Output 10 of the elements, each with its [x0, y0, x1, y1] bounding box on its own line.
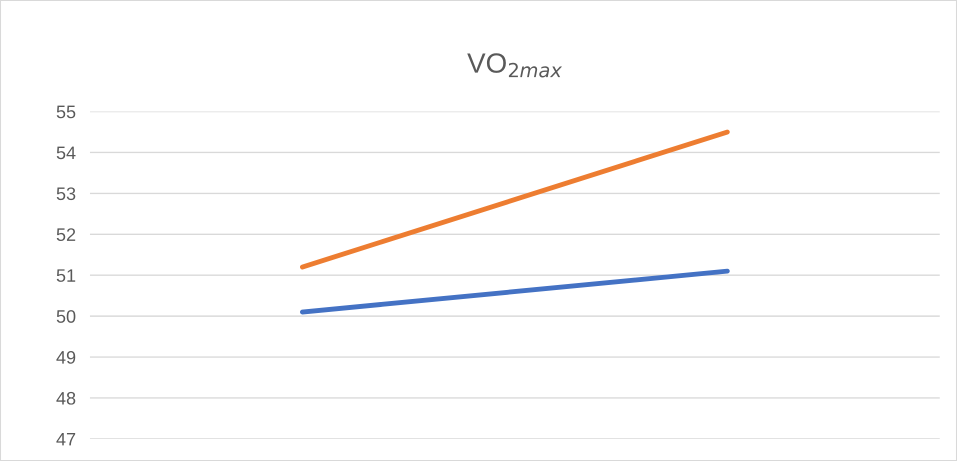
y-tick-label: 54: [56, 146, 76, 160]
y-tick-label: 47: [56, 432, 76, 446]
y-tick-label: 50: [56, 310, 76, 323]
y-tick-label: 55: [56, 106, 76, 118]
y-tick-label: 48: [56, 392, 76, 405]
chart-title: VO$_{2max}$: [467, 53, 562, 78]
y-tick-label: 51: [56, 269, 76, 282]
y-tick-label: 53: [56, 187, 76, 200]
y-tick-label: 52: [56, 228, 76, 242]
y-tick-label: 49: [56, 350, 76, 364]
